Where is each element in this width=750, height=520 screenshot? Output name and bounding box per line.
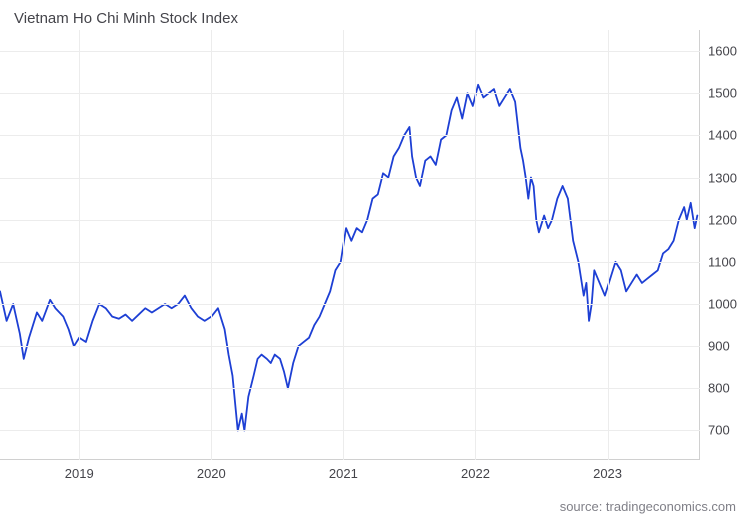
gridline-vertical [608,30,609,460]
x-tick-label: 2023 [593,466,622,481]
x-tick-label: 2022 [461,466,490,481]
x-tick-label: 2019 [65,466,94,481]
gridline-horizontal [0,93,700,94]
gridline-vertical [475,30,476,460]
x-tick-label: 2021 [329,466,358,481]
gridline-horizontal [0,51,700,52]
y-tick-label: 1100 [708,254,736,269]
gridline-horizontal [0,178,700,179]
gridline-horizontal [0,346,700,347]
gridline-horizontal [0,388,700,389]
y-tick-label: 1200 [708,212,737,227]
x-tick-label: 2020 [197,466,226,481]
y-tick-label: 700 [708,423,730,438]
gridline-horizontal [0,430,700,431]
source-label: source: tradingeconomics.com [560,499,736,514]
gridline-horizontal [0,135,700,136]
gridline-horizontal [0,304,700,305]
plot-region [0,30,700,460]
gridline-vertical [211,30,212,460]
y-tick-label: 1500 [708,86,737,101]
chart-area: 7008009001000110012001300140015001600201… [0,30,700,460]
chart-title: Vietnam Ho Chi Minh Stock Index [14,10,238,27]
gridline-vertical [343,30,344,460]
line-series [0,30,700,460]
y-tick-label: 1400 [708,128,737,143]
gridline-horizontal [0,262,700,263]
y-tick-label: 1600 [708,44,737,59]
gridline-vertical [79,30,80,460]
y-tick-label: 900 [708,339,730,354]
y-tick-label: 1000 [708,297,737,312]
gridline-horizontal [0,220,700,221]
y-tick-label: 800 [708,381,730,396]
y-tick-label: 1300 [708,170,737,185]
